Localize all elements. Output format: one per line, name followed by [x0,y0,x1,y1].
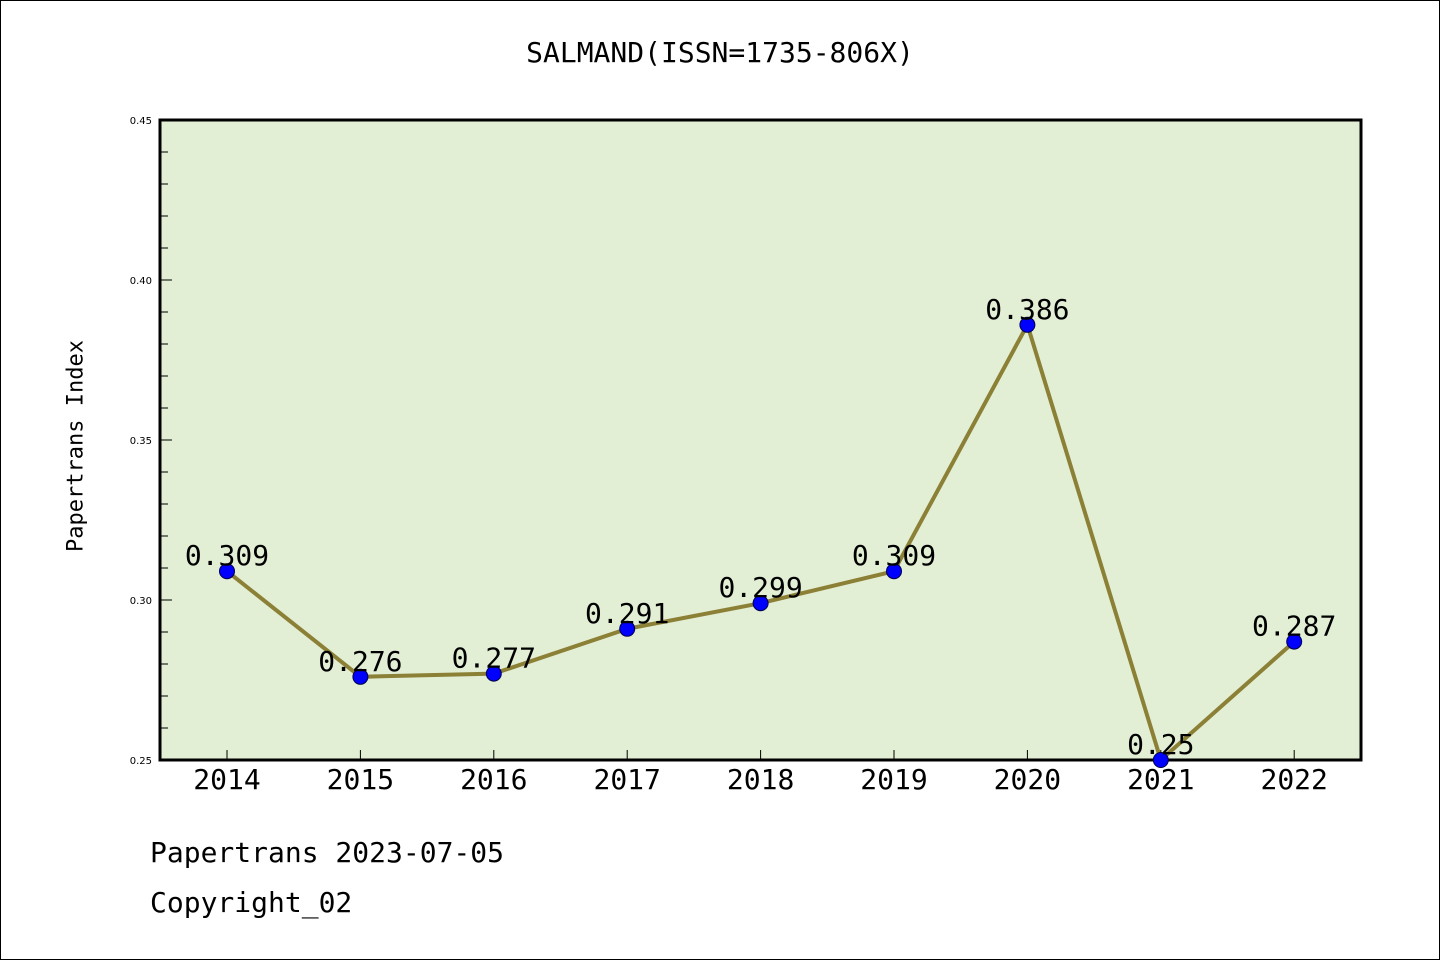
y-axis: 0.25 0.30 0.35 0.40 0.45 [130,116,172,767]
data-label: 0.25 [1127,728,1194,761]
data-label: 0.277 [452,642,536,675]
x-tick-label: 2019 [860,763,927,796]
y-tick-label: 0.25 [130,756,152,767]
data-label: 0.276 [318,645,402,678]
y-tick-label: 0.40 [130,276,152,287]
data-point [886,563,902,580]
data-label: 0.291 [585,597,669,630]
data-point [1152,752,1169,768]
x-tick-label: 2017 [593,763,660,796]
data-point [219,563,235,580]
data-labels: 0.309 0.276 0.277 0.291 0.299 0.309 0.386 0.25 0… [185,293,1336,761]
data-label: 0.309 [852,539,936,572]
data-point [352,668,369,685]
y-tick-label: 0.30 [130,596,152,607]
footer-date: Papertrans 2023-07-05 [150,836,505,869]
chart-title: SALMAND(ISSN=1735-806X) [526,36,914,69]
data-label: 0.287 [1252,610,1336,643]
data-point [1019,316,1036,333]
data-label: 0.309 [185,539,269,572]
data-point [485,665,502,682]
footer-copyright: Copyright_02 [150,886,353,919]
x-tick-label: 2018 [727,763,794,796]
data-label: 0.299 [718,571,802,604]
y-tick-label: 0.45 [130,116,152,127]
data-point [752,595,769,612]
x-tick-label: 2022 [1260,763,1327,796]
x-tick-label: 2015 [327,763,394,796]
y-tick-label: 0.35 [130,436,152,447]
data-label: 0.386 [985,293,1069,326]
x-tick-label: 2014 [193,763,260,796]
x-axis: 2014 2015 2016 2017 2018 2019 2020 2021 2022 [193,750,1328,796]
x-tick-label: 2020 [994,763,1061,796]
data-point [1286,633,1303,650]
x-tick-label: 2021 [1127,763,1194,796]
data-point [619,620,636,637]
data-points [219,316,1303,768]
plot-area [158,118,1363,762]
x-tick-label: 2016 [460,763,527,796]
